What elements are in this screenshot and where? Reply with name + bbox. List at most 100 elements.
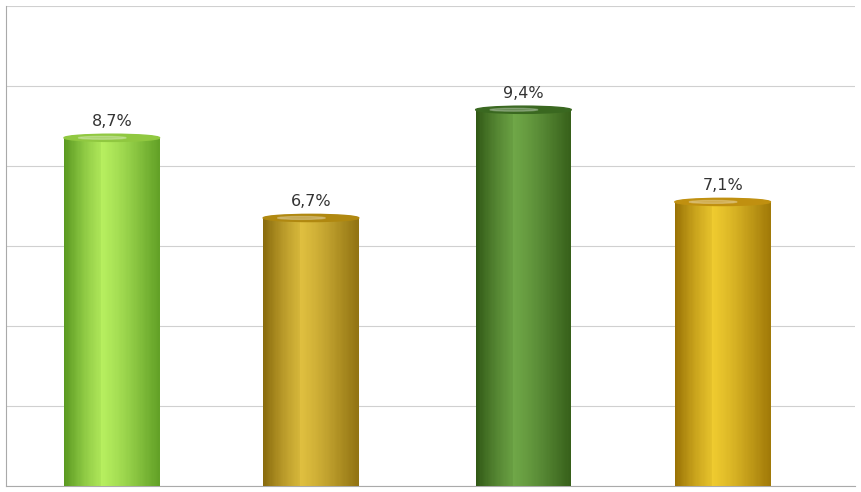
Bar [487, 110, 489, 487]
Bar [89, 138, 90, 487]
Bar [517, 110, 519, 487]
Bar [152, 138, 154, 487]
Bar [508, 110, 509, 487]
Bar [736, 202, 737, 487]
Bar [270, 218, 272, 487]
Bar [675, 202, 676, 487]
Bar [105, 138, 106, 487]
Text: 8,7%: 8,7% [91, 114, 133, 129]
Bar [311, 218, 313, 487]
Bar [564, 110, 566, 487]
Bar [491, 110, 492, 487]
Bar [512, 110, 514, 487]
Bar [302, 218, 304, 487]
Bar [115, 138, 117, 487]
Bar [753, 202, 754, 487]
Bar [133, 138, 134, 487]
Bar [570, 110, 572, 487]
Bar [125, 138, 127, 487]
Bar [676, 202, 678, 487]
Bar [700, 202, 701, 487]
Bar [747, 202, 749, 487]
Bar [694, 202, 696, 487]
Bar [299, 218, 300, 487]
Bar [134, 138, 136, 487]
Bar [144, 138, 146, 487]
Ellipse shape [475, 106, 571, 113]
Bar [515, 110, 517, 487]
Bar [326, 218, 328, 487]
Bar [555, 110, 557, 487]
Ellipse shape [675, 198, 771, 206]
Ellipse shape [78, 136, 126, 139]
Bar [715, 202, 717, 487]
Text: 9,4%: 9,4% [503, 86, 544, 101]
Bar [721, 202, 722, 487]
Text: 7,1%: 7,1% [703, 178, 743, 193]
Bar [112, 138, 113, 487]
Bar [532, 110, 533, 487]
Bar [158, 138, 160, 487]
Bar [753, 202, 755, 487]
Bar [314, 218, 316, 487]
Bar [91, 138, 93, 487]
Bar [282, 218, 283, 487]
Bar [263, 218, 264, 487]
Bar [750, 202, 752, 487]
Bar [142, 138, 143, 487]
Bar [265, 218, 267, 487]
Bar [744, 202, 746, 487]
Bar [332, 218, 334, 487]
Bar [501, 110, 502, 487]
Bar [503, 110, 505, 487]
Bar [566, 110, 567, 487]
Bar [716, 202, 718, 487]
Bar [139, 138, 140, 487]
Bar [132, 138, 133, 487]
Bar [324, 218, 325, 487]
Bar [113, 138, 115, 487]
Bar [149, 138, 150, 487]
Bar [765, 202, 767, 487]
Bar [742, 202, 743, 487]
Bar [77, 138, 78, 487]
Bar [546, 110, 548, 487]
Bar [109, 138, 111, 487]
Bar [347, 218, 348, 487]
Ellipse shape [64, 134, 159, 141]
Bar [509, 110, 511, 487]
Bar [87, 138, 88, 487]
Bar [328, 218, 329, 487]
Bar [769, 202, 771, 487]
Bar [345, 218, 347, 487]
Bar [95, 138, 96, 487]
Bar [557, 110, 558, 487]
Bar [687, 202, 688, 487]
Bar [520, 110, 521, 487]
Bar [712, 202, 713, 487]
Bar [524, 110, 526, 487]
Bar [116, 138, 118, 487]
Bar [300, 218, 301, 487]
Bar [288, 218, 289, 487]
Bar [499, 110, 501, 487]
Bar [101, 138, 102, 487]
Bar [740, 202, 742, 487]
Bar [492, 110, 493, 487]
Bar [341, 218, 342, 487]
Bar [764, 202, 765, 487]
Bar [699, 202, 700, 487]
Bar [724, 202, 725, 487]
Bar [732, 202, 734, 487]
Bar [353, 218, 354, 487]
Bar [495, 110, 496, 487]
Bar [150, 138, 152, 487]
Bar [308, 218, 310, 487]
Bar [147, 138, 149, 487]
Ellipse shape [689, 200, 737, 203]
Bar [354, 218, 356, 487]
Bar [523, 110, 525, 487]
Bar [569, 110, 570, 487]
Bar [156, 138, 158, 487]
Bar [146, 138, 148, 487]
